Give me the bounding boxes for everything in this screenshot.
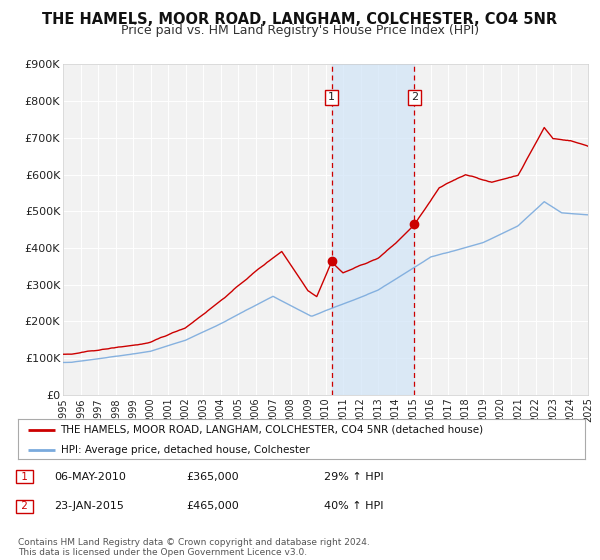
Text: 1: 1	[328, 92, 335, 102]
Text: HPI: Average price, detached house, Colchester: HPI: Average price, detached house, Colc…	[61, 445, 309, 455]
Bar	[332, 64, 414, 395]
Text: 40% ↑ HPI: 40% ↑ HPI	[324, 501, 383, 511]
Text: 2: 2	[18, 501, 31, 511]
Text: Price paid vs. HM Land Registry's House Price Index (HPI): Price paid vs. HM Land Registry's House …	[121, 24, 479, 36]
Text: £365,000: £365,000	[186, 472, 239, 482]
Text: 23-JAN-2015: 23-JAN-2015	[54, 501, 124, 511]
Text: THE HAMELS, MOOR ROAD, LANGHAM, COLCHESTER, CO4 5NR (detached house): THE HAMELS, MOOR ROAD, LANGHAM, COLCHEST…	[61, 425, 484, 435]
Text: 2: 2	[410, 92, 418, 102]
Text: 1: 1	[18, 472, 31, 482]
Text: Contains HM Land Registry data © Crown copyright and database right 2024.: Contains HM Land Registry data © Crown c…	[18, 538, 370, 547]
Text: 06-MAY-2010: 06-MAY-2010	[54, 472, 126, 482]
Text: This data is licensed under the Open Government Licence v3.0.: This data is licensed under the Open Gov…	[18, 548, 307, 557]
Text: 29% ↑ HPI: 29% ↑ HPI	[324, 472, 383, 482]
Text: THE HAMELS, MOOR ROAD, LANGHAM, COLCHESTER, CO4 5NR: THE HAMELS, MOOR ROAD, LANGHAM, COLCHEST…	[43, 12, 557, 27]
Text: £465,000: £465,000	[186, 501, 239, 511]
